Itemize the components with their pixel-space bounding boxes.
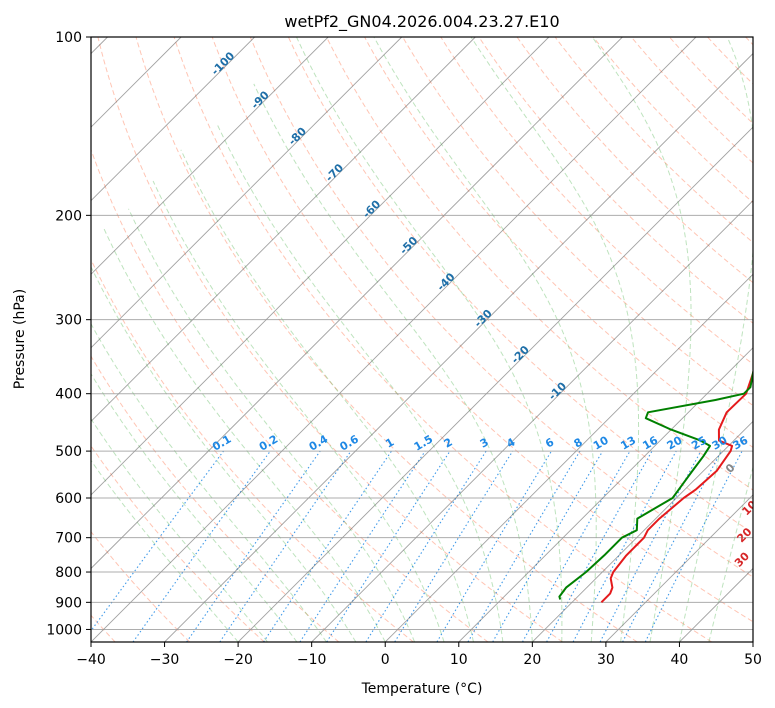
isotherm-line bbox=[91, 37, 550, 496]
x-tick-label: 40 bbox=[671, 652, 689, 668]
moist-adiabat bbox=[708, 465, 753, 642]
mixing-ratio-line bbox=[467, 450, 581, 642]
dry-adiabat bbox=[173, 37, 713, 642]
dry-adiabat bbox=[478, 37, 753, 324]
x-tick-label: 50 bbox=[744, 652, 762, 668]
x-tick-label: 0 bbox=[381, 652, 390, 668]
x-tick-label: −10 bbox=[297, 652, 327, 668]
mixing-ratio-line bbox=[436, 450, 552, 642]
dry-adiabat bbox=[402, 37, 753, 407]
isotherm-line bbox=[532, 420, 753, 642]
mixing-ratio-line bbox=[522, 450, 631, 642]
moist-adiabat bbox=[253, 83, 533, 642]
chart-title: wetPf2_GN04.2026.004.23.27.E10 bbox=[284, 12, 559, 32]
y-tick-label: 200 bbox=[55, 208, 82, 224]
isotherm-line bbox=[91, 37, 403, 349]
x-tick-label: −30 bbox=[150, 652, 180, 668]
axes: −40 −30 −20 −10 0 10 20 30 40 50 100 200 300 400 500 60… bbox=[46, 30, 762, 668]
dry-adiabat bbox=[211, 37, 753, 623]
plot-frame bbox=[90, 36, 754, 643]
x-tick-label: −40 bbox=[76, 652, 106, 668]
isotherm-line bbox=[91, 37, 329, 275]
isotherm-line bbox=[605, 494, 753, 642]
moist-adiabat bbox=[91, 372, 298, 642]
dry-adiabat bbox=[249, 37, 753, 578]
dry-adiabat bbox=[91, 355, 340, 642]
moist-adiabat bbox=[152, 180, 445, 642]
isotherm-line bbox=[91, 37, 476, 422]
temperature-line bbox=[600, 368, 753, 604]
x-tick-label: 20 bbox=[523, 652, 541, 668]
isotherm-line bbox=[237, 126, 753, 642]
isotherm-line bbox=[91, 37, 623, 570]
y-tick-label: 100 bbox=[55, 30, 82, 46]
moist-adiabat bbox=[591, 37, 692, 642]
moist-adiabat bbox=[91, 459, 239, 642]
mixing-ratio-line bbox=[186, 450, 321, 642]
dry-adiabat bbox=[97, 37, 563, 642]
moist-adiabat bbox=[128, 208, 416, 642]
isotherm-line bbox=[458, 347, 753, 642]
y-tick-label: 600 bbox=[55, 491, 82, 507]
y-axis-label: Pressure (hPa) bbox=[12, 289, 28, 389]
dry-adiabat bbox=[287, 37, 753, 534]
moist-adiabat bbox=[470, 37, 640, 642]
x-tick-label: 10 bbox=[450, 652, 468, 668]
moist-adiabat bbox=[91, 418, 268, 642]
mixing-ratio-line bbox=[132, 450, 271, 642]
moist-adiabat bbox=[373, 37, 597, 642]
grid-lines bbox=[91, 37, 753, 642]
isotherm-line bbox=[91, 37, 697, 642]
y-tick-label: 900 bbox=[55, 595, 82, 611]
moist-adiabat bbox=[91, 265, 357, 642]
isotherm-line bbox=[164, 52, 753, 642]
moist-adiabat bbox=[678, 37, 753, 642]
isotherm-line bbox=[311, 200, 753, 642]
mixing-ratio-line bbox=[394, 450, 514, 642]
dry-adiabat bbox=[592, 37, 753, 204]
mixing-ratio-line bbox=[572, 450, 677, 642]
mixing-ratio-line bbox=[492, 450, 604, 642]
moist-adiabat bbox=[103, 227, 386, 642]
mixing-ratio-line bbox=[326, 450, 451, 642]
moist-adiabat bbox=[216, 123, 504, 642]
y-tick-label: 400 bbox=[55, 387, 82, 403]
dry-adiabat bbox=[516, 37, 753, 284]
x-axis-label: Temperature (°C) bbox=[361, 681, 483, 697]
dry-adiabat bbox=[91, 258, 414, 642]
y-tick-label: 500 bbox=[55, 444, 82, 460]
isotherm-line bbox=[91, 37, 255, 202]
mixing-ratio-line bbox=[219, 450, 352, 642]
y-tick-label: 1000 bbox=[46, 622, 82, 638]
isotherm-line bbox=[384, 273, 753, 642]
dry-adiabat bbox=[91, 148, 489, 642]
dry-adiabat-label: 20 bbox=[734, 525, 754, 545]
dry-adiabat bbox=[135, 37, 638, 642]
dewpoint-line bbox=[558, 368, 753, 600]
dry-adiabat bbox=[91, 530, 191, 642]
y-tick-label: 700 bbox=[55, 531, 82, 547]
moist-adiabat bbox=[296, 37, 563, 642]
dry-adiabat bbox=[440, 37, 753, 365]
mixing-ratio-line bbox=[365, 450, 487, 642]
profile-lines bbox=[558, 368, 753, 604]
x-tick-label: −20 bbox=[223, 652, 253, 668]
y-tick-label: 300 bbox=[55, 313, 82, 329]
dry-adiabat bbox=[326, 37, 753, 491]
x-tick-label: 30 bbox=[597, 652, 615, 668]
y-tick-label: 800 bbox=[55, 565, 82, 581]
moist-adiabat bbox=[91, 322, 327, 642]
